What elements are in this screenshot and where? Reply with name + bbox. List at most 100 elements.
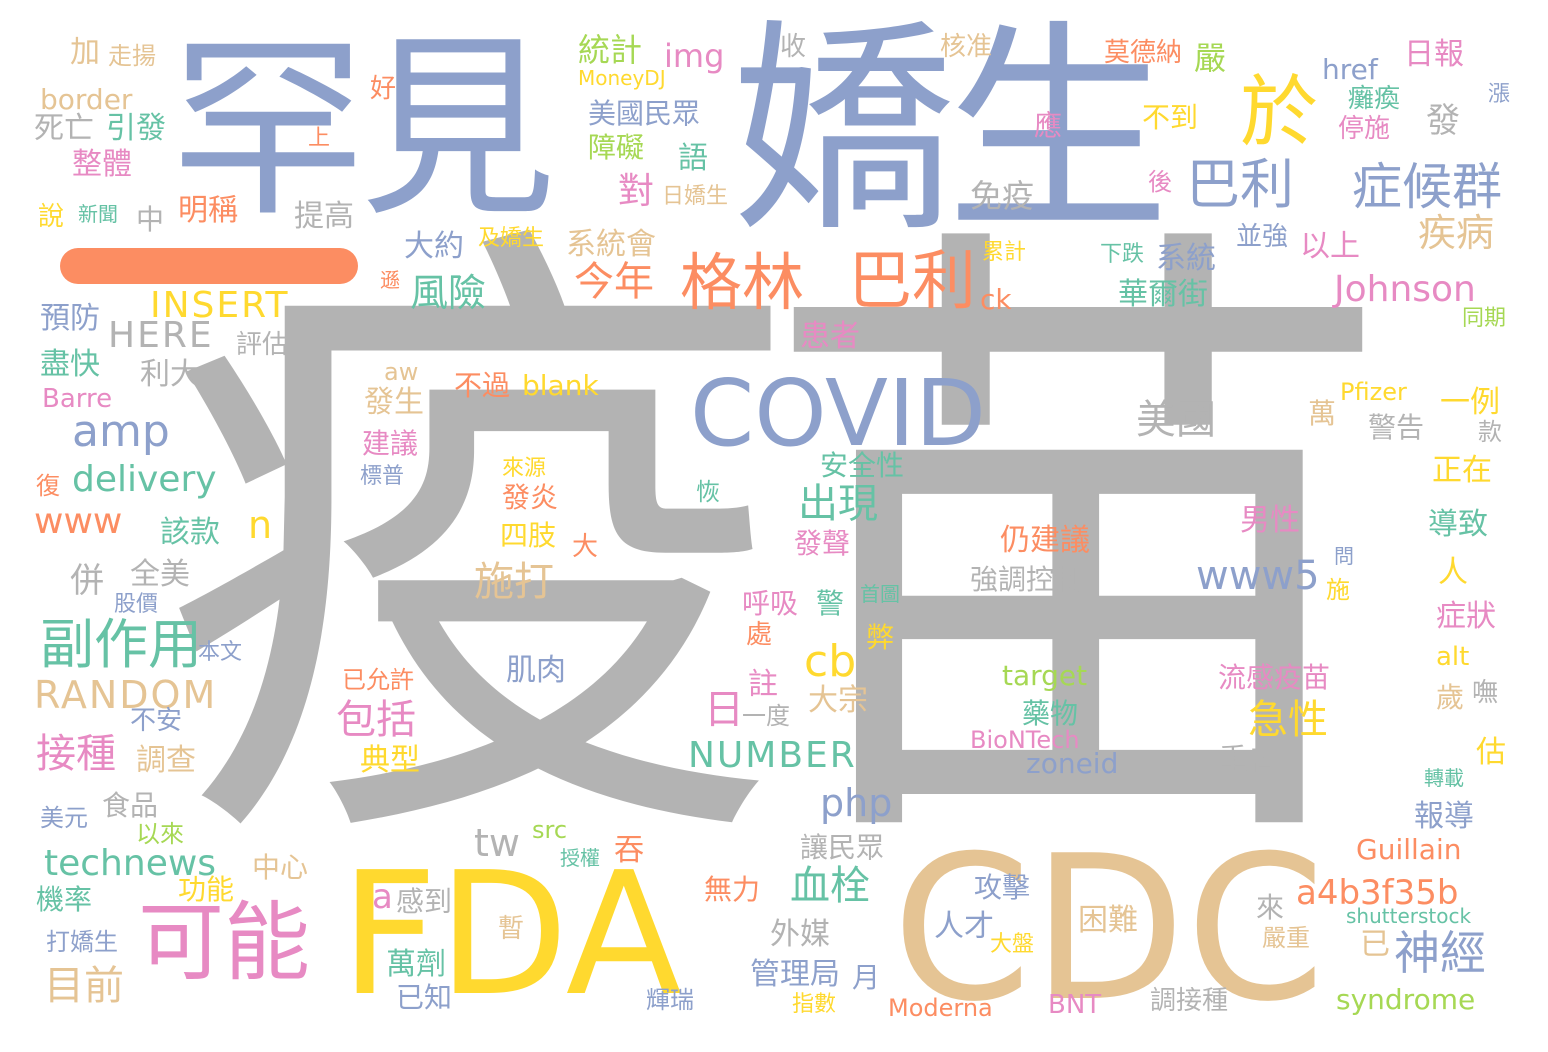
word-jing: 警 xyxy=(816,587,845,620)
word-fayan: 發炎 xyxy=(502,481,559,514)
word-lai: 來 xyxy=(1256,891,1285,924)
word-blank: blank xyxy=(522,369,599,402)
word-keneng: 可能 xyxy=(138,893,310,993)
word-aw: aw xyxy=(384,358,419,386)
word-da: 大 xyxy=(572,532,599,562)
word-baokuo: 包括 xyxy=(336,697,416,743)
word-bing: 併 xyxy=(70,561,104,601)
word-target: target xyxy=(1002,659,1088,692)
word-random: RANDOM xyxy=(34,673,218,717)
word-wan: 萬 xyxy=(1308,397,1337,430)
word-hezhun: 核准 xyxy=(940,32,993,62)
word-fa: 發 xyxy=(1426,101,1460,141)
word-rengjianyi: 仍建議 xyxy=(1000,523,1090,558)
word-baodao: 報導 xyxy=(1414,799,1474,834)
word-dianxing: 典型 xyxy=(360,743,420,778)
word-jilv: 機率 xyxy=(36,883,93,916)
orange-bar xyxy=(60,248,358,284)
word-bali-orange: 巴利 xyxy=(848,245,976,319)
word-yinfa: 引發 xyxy=(106,111,166,146)
word-fengxian: 風險 xyxy=(410,271,487,315)
word-border: border xyxy=(40,83,133,116)
word-gandao: 感到 xyxy=(396,885,453,918)
word-zhongxin: 中心 xyxy=(252,851,309,884)
word-jiaosheng: 嬌生 xyxy=(732,1,1170,262)
word-php: php xyxy=(820,781,893,825)
word-gujia: 股價 xyxy=(114,592,159,617)
word-lida: 利大 xyxy=(140,357,200,392)
word-rencai: 人才 xyxy=(934,909,994,944)
word-guillain: Guillain xyxy=(1356,833,1462,866)
word-yizhi: 已知 xyxy=(396,981,453,1014)
word-hou: 後 xyxy=(1148,168,1172,196)
word-jibing: 疾病 xyxy=(1418,211,1495,255)
word-a: a xyxy=(372,877,393,917)
word-wuli: 無力 xyxy=(704,873,761,906)
word-buguo: 不過 xyxy=(454,369,511,402)
word-a4b3f35b: a4b3f35b xyxy=(1296,873,1459,913)
word-xitong: 系統 xyxy=(1156,241,1216,276)
word-chu: 處 xyxy=(746,620,773,650)
word-fda: FDA xyxy=(340,836,682,1034)
word-fu-exclaim: 嘸 xyxy=(1472,678,1499,708)
word-amp: amp xyxy=(72,406,170,457)
word-zhang: 漲 xyxy=(1488,82,1511,107)
word-shuo: 說 xyxy=(38,202,65,232)
word-yu-lang: 語 xyxy=(678,141,708,176)
word-waimei: 外媒 xyxy=(770,917,830,952)
word-dazong: 大宗 xyxy=(808,683,868,718)
word-xitonghui: 系統會 xyxy=(566,227,656,262)
word-biaopu: 標普 xyxy=(360,464,405,489)
word-barre: Barre xyxy=(42,384,113,414)
word-meiyuan: 美元 xyxy=(40,804,88,832)
word-fasheng-sound: 發聲 xyxy=(794,527,851,560)
word-jinggao: 警告 xyxy=(1368,411,1425,444)
word-www5: www5 xyxy=(1196,553,1320,599)
word-zhu: 註 xyxy=(748,667,778,702)
word-dapan: 大盤 xyxy=(990,932,1035,957)
word-buan: 不安 xyxy=(130,706,183,736)
word-xiadie: 下跌 xyxy=(1100,242,1145,267)
word-huaerjie: 華爾街 xyxy=(1118,277,1208,312)
word-number: NUMBER xyxy=(688,735,857,776)
word-pfizer: Pfizer xyxy=(1340,378,1407,406)
word-gaikuan: 該款 xyxy=(160,515,220,550)
word-zouyang: 走揚 xyxy=(108,42,156,70)
word-ck: ck xyxy=(980,283,1012,316)
word-here: HERE xyxy=(108,315,214,356)
word-laiyuan: 來源 xyxy=(502,456,547,481)
word-siwang: 死亡 xyxy=(34,111,94,146)
word-jinnian: 今年 xyxy=(574,259,654,305)
word-dayue: 大約 xyxy=(404,229,464,264)
word-href: href xyxy=(1322,53,1378,86)
word-rangminzhong: 讓民眾 xyxy=(800,831,885,864)
word-yanzhong: 嚴重 xyxy=(1262,924,1310,952)
word-diaojiezhong: 調接種 xyxy=(1150,986,1229,1016)
word-yimiao: 疫苗 xyxy=(158,177,1398,922)
word-hanjian: 罕見 xyxy=(170,16,556,244)
word-tw: tw xyxy=(474,821,520,865)
word-ren: 人 xyxy=(1438,555,1468,590)
word-bnt: BNT xyxy=(1048,990,1102,1020)
word-src: src xyxy=(532,816,568,844)
word-fasheng: 發生 xyxy=(364,385,424,420)
word-shenjing: 神經 xyxy=(1394,926,1486,980)
word-diaocha: 調查 xyxy=(136,743,196,778)
word-side-effect: 副作用 xyxy=(40,613,202,676)
word-jianyi: 建議 xyxy=(362,427,419,460)
word-biontech: BioNTech xyxy=(970,726,1080,754)
word-mianyi: 免疫 xyxy=(970,177,1035,215)
word-yue: 月 xyxy=(852,961,881,994)
word-dui: 對 xyxy=(618,171,655,212)
word-wen: 問 xyxy=(1334,544,1354,568)
word-jijiaosheng: 及嬌生 xyxy=(478,226,545,251)
word-shouquan: 授權 xyxy=(560,846,600,870)
word-rijiaosheng: 日嬌生 xyxy=(662,184,729,209)
word-leiji: 累計 xyxy=(982,240,1027,265)
word-gu: 估 xyxy=(1476,735,1506,770)
word-moderna: Moderna xyxy=(888,994,993,1022)
word-yu: 於 xyxy=(1240,68,1319,158)
word-zhangai: 障礙 xyxy=(588,131,645,164)
word-huanzhe: 患者 xyxy=(800,319,860,354)
